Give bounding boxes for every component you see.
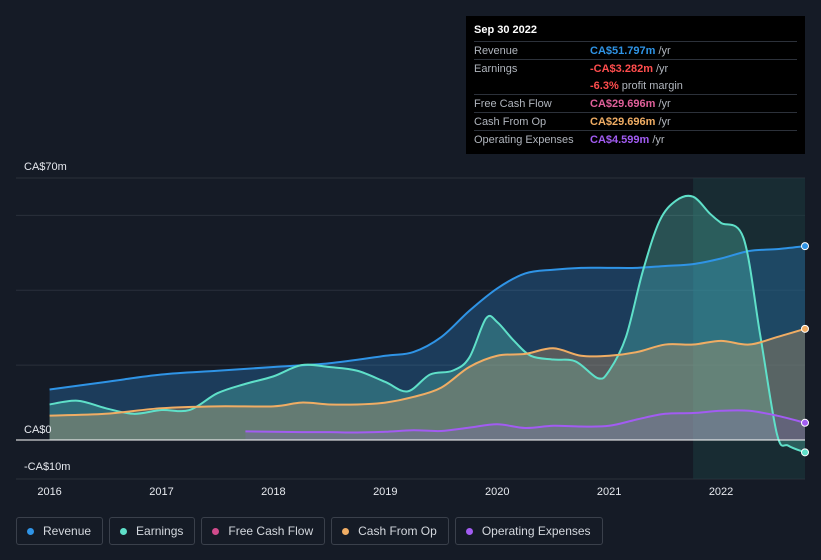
- tooltip-row-value: CA$51.797m: [590, 44, 656, 57]
- legend-label: Earnings: [136, 524, 184, 538]
- series-endpoints: [801, 242, 809, 457]
- revenue-line: [49, 245, 806, 391]
- cash-from-op-line: [49, 327, 806, 417]
- tooltip-row-value: CA$4.599m: [590, 133, 650, 146]
- legend-item-revenue[interactable]: Revenue: [16, 517, 104, 545]
- tooltip-row-label: Operating Expenses: [474, 133, 574, 146]
- tooltip-row-value: CA$29.696m: [590, 115, 656, 128]
- tooltip-row: Revenue CA$51.797m/yr: [474, 41, 797, 59]
- data-tooltip: Sep 30 2022 Revenue CA$51.797m/yr Earnings…: [466, 16, 805, 154]
- tooltip-row-value: CA$29.696m: [590, 97, 656, 110]
- tooltip-row-label: Free Cash Flow: [474, 97, 552, 110]
- tooltip-row-value: -CA$3.282m: [590, 62, 653, 75]
- x-axis-ticks: 2016 2017 2018 2019 2020 2021 2022: [37, 486, 733, 498]
- x-tick-label: 2022: [709, 486, 733, 498]
- cash-from-op-endpoint: [801, 324, 809, 333]
- tooltip-row-unit: /yr: [658, 115, 671, 128]
- highlight-band: [693, 178, 805, 479]
- earnings-line: [49, 194, 806, 454]
- operating-expenses-line: [245, 409, 806, 434]
- legend-item-earnings[interactable]: Earnings: [109, 517, 196, 545]
- tooltip-row-label: Revenue: [474, 44, 519, 57]
- legend-dot-icon: [342, 527, 350, 535]
- tooltip-rows: Revenue CA$51.797m/yr Earnings -CA$3.282m/y…: [474, 41, 797, 148]
- tooltip-row-label: Cash From Op: [474, 115, 547, 128]
- x-tick-label: 2016: [37, 486, 61, 498]
- tooltip-date: Sep 30 2022: [474, 24, 537, 36]
- legend-dot-icon: [120, 527, 128, 535]
- y-label-top: CA$70m: [24, 161, 67, 173]
- x-tick-label: 2017: [149, 486, 173, 498]
- cash-from-op-area: [49, 328, 806, 440]
- tooltip-row: Operating Expenses CA$4.599m/yr: [474, 130, 797, 148]
- x-tick-label: 2020: [485, 486, 509, 498]
- tooltip-row: -6.3% profit margin: [474, 77, 797, 94]
- legend-item-free-cash-flow[interactable]: Free Cash Flow: [201, 517, 326, 545]
- revenue-endpoint: [801, 242, 809, 251]
- tooltip-row-label: Earnings: [474, 62, 518, 75]
- x-tick-label: 2019: [373, 486, 397, 498]
- x-tick-label: 2018: [261, 486, 285, 498]
- tooltip-row: Cash From Op CA$29.696m/yr: [474, 112, 797, 130]
- tooltip-row-unit: /yr: [658, 44, 671, 57]
- tooltip-row-unit: /yr: [655, 62, 669, 75]
- legend-item-operating-expenses[interactable]: Operating Expenses: [454, 517, 603, 545]
- revenue-area: [49, 246, 806, 440]
- tooltip-row: Earnings -CA$3.282m/yr: [474, 59, 797, 77]
- legend-label: Revenue: [43, 524, 92, 538]
- legend-label: Cash From Op: [358, 524, 437, 538]
- earnings-area: [49, 195, 806, 453]
- legend-dot-icon: [212, 527, 220, 535]
- series-lines: [49, 194, 806, 454]
- tooltip-row-unit: /yr: [652, 133, 665, 146]
- chart-legend: Revenue Earnings Free Cash Flow Cash From O…: [16, 517, 603, 545]
- legend-dot-icon: [27, 527, 34, 535]
- legend-dot-icon: [465, 527, 473, 535]
- legend-item-cash-from-op[interactable]: Cash From Op: [331, 517, 449, 545]
- x-tick-label: 2021: [597, 486, 621, 498]
- tooltip-row-unit: profit margin: [621, 79, 683, 92]
- y-label-bottom: -CA$10m: [24, 461, 70, 473]
- chart-grid: [16, 177, 805, 480]
- legend-label: Free Cash Flow: [228, 524, 314, 538]
- y-label-zero: CA$0: [24, 424, 52, 436]
- tooltip-row-value: -6.3%: [590, 79, 619, 92]
- earnings-endpoint: [801, 448, 809, 457]
- tooltip-row: Free Cash Flow CA$29.696m/yr: [474, 94, 797, 112]
- tooltip-row-unit: /yr: [658, 97, 671, 110]
- legend-label: Operating Expenses: [481, 524, 591, 538]
- operating-expenses-endpoint: [801, 418, 809, 427]
